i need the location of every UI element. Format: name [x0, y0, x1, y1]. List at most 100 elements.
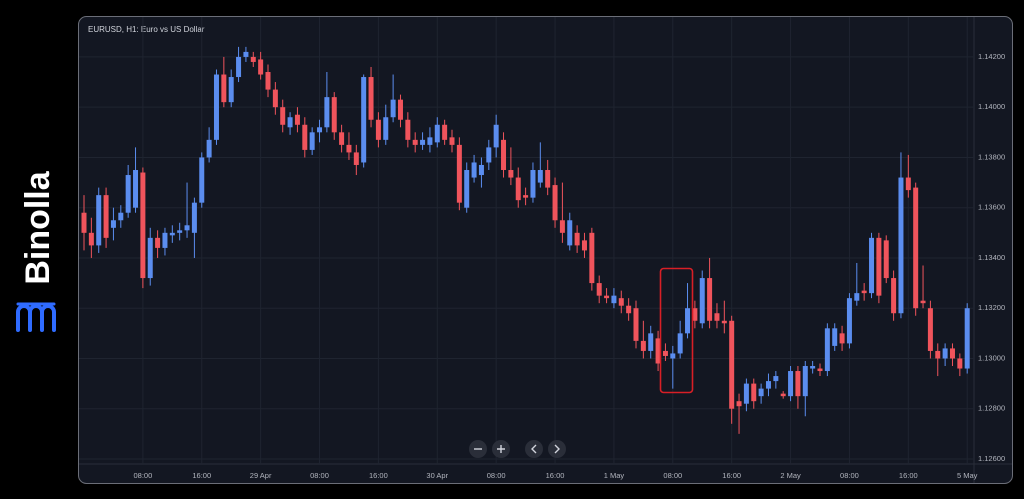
brand-name: Binolla [19, 170, 57, 284]
candle-body [633, 308, 639, 341]
candle-body [471, 162, 477, 178]
x-tick-label: 08:00 [487, 471, 506, 480]
y-tick-label: 1.13800 [978, 152, 1005, 161]
candle-body [265, 72, 271, 90]
x-tick-label: 16:00 [722, 471, 741, 480]
candle-body [346, 144, 352, 153]
candle-body [199, 157, 205, 203]
candle-body [869, 237, 875, 294]
candle-body [331, 97, 337, 133]
candle-body [699, 278, 705, 324]
candle-body [515, 177, 521, 201]
x-tick-label: 16:00 [546, 471, 565, 480]
candle-body [501, 139, 507, 171]
zoom-in-button[interactable] [492, 440, 510, 458]
candle-body [361, 77, 367, 163]
candle-body [942, 348, 948, 359]
candle-body [162, 232, 168, 248]
chart-title: EURUSD, H1: Euro vs US Dollar [88, 25, 205, 34]
candle-body [773, 376, 779, 382]
candle-body [920, 300, 926, 304]
x-tick-label: 08:00 [133, 471, 152, 480]
candle-body [177, 230, 183, 233]
highlight-box [659, 267, 694, 394]
candle-body [780, 393, 786, 397]
x-tick-label: 08:00 [840, 471, 859, 480]
candle-body [876, 237, 882, 296]
candle-body [751, 383, 757, 402]
candle-body [110, 220, 116, 228]
candle-body [817, 368, 823, 372]
zoom-controls [469, 440, 566, 458]
candle-body [957, 358, 963, 369]
candle-body [662, 350, 668, 356]
candle-body [810, 366, 816, 369]
candle-body [287, 117, 293, 128]
candle-body [935, 350, 941, 359]
x-tick-label: 16:00 [369, 471, 388, 480]
y-tick-label: 1.12800 [978, 404, 1005, 413]
candle-body [140, 172, 146, 279]
candle-body [405, 119, 411, 140]
x-tick-label: 08:00 [310, 471, 329, 480]
candle-body [677, 333, 683, 354]
candle-body [191, 202, 197, 233]
candle-body [228, 77, 234, 103]
scroll-left-button[interactable] [525, 440, 543, 458]
candle-body [103, 195, 109, 238]
candle-body [589, 232, 595, 284]
candle-body [508, 170, 514, 178]
candle-body [574, 232, 580, 246]
candle-body [655, 338, 661, 364]
candle-body [596, 283, 602, 296]
candle-body [611, 295, 617, 304]
zoom-out-button[interactable] [469, 440, 487, 458]
candle-body [964, 308, 970, 369]
x-tick-label: 2 May [780, 471, 801, 480]
x-tick-label: 16:00 [192, 471, 211, 480]
candle-body [324, 97, 330, 128]
candle-body [294, 114, 300, 125]
candle-body [530, 170, 536, 198]
candle-body [891, 278, 897, 314]
candle-body [434, 124, 440, 143]
scroll-right-button[interactable] [548, 440, 566, 458]
x-tick-label: 08:00 [663, 471, 682, 480]
candle-body [184, 225, 190, 231]
candle-body [721, 320, 727, 324]
candle-body [280, 107, 286, 125]
candle-body [545, 170, 551, 188]
candle-body [302, 124, 308, 150]
y-tick-label: 1.14000 [978, 102, 1005, 111]
candle-body [670, 353, 676, 359]
y-tick-label: 1.13400 [978, 253, 1005, 262]
candles [81, 46, 970, 434]
candle-body [272, 89, 278, 108]
candle-body [133, 170, 139, 208]
candle-body [155, 237, 161, 248]
candle-body [250, 56, 256, 62]
candle-body [478, 164, 484, 176]
candle-body [559, 220, 565, 233]
candle-body [832, 328, 838, 346]
candle-body [427, 137, 433, 145]
candle-body [147, 237, 153, 279]
candle-body [795, 371, 801, 397]
candle-body [854, 293, 860, 301]
brand-logo [16, 302, 56, 332]
candle-body [898, 177, 904, 314]
candle-body [581, 240, 587, 251]
candle-body [905, 177, 911, 191]
candle-body [339, 132, 345, 145]
candle-body [743, 383, 749, 404]
candle-body [213, 74, 219, 140]
x-tick-label: 30 Apr [426, 471, 448, 480]
candle-body [243, 51, 249, 57]
candle-body [464, 170, 470, 208]
candle-body [714, 313, 720, 321]
candle-body [493, 124, 499, 148]
y-tick-label: 1.14200 [978, 52, 1005, 61]
candle-body [802, 366, 808, 397]
candle-body [169, 232, 175, 236]
